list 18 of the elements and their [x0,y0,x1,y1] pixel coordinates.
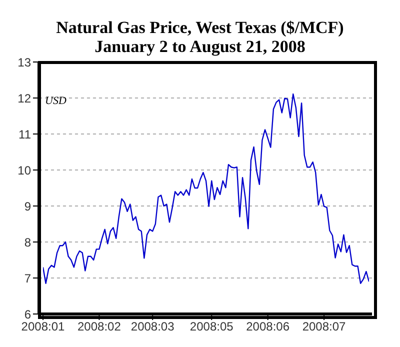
line-series [43,93,369,284]
x-tick-label: 2008:01 [21,320,66,334]
x-tick-label: 2008:03 [130,320,175,334]
y-tick-label: 12 [18,91,32,106]
chart-subtitle: January 2 to August 21, 2008 [94,37,306,56]
y-axis-title: USD [45,95,66,107]
y-tick-label: 6 [24,307,32,322]
x-tick-label: 2008:05 [190,320,234,334]
y-tick-label: 11 [18,127,32,142]
y-tick-label: 7 [24,271,32,286]
y-tick-label: 8 [24,235,32,250]
y-tick-label: 13 [18,55,32,70]
x-tick-label: 2008:07 [302,320,346,334]
y-tick-label: 9 [24,199,32,214]
x-tick-label: 2008:06 [246,320,290,334]
y-tick-label: 10 [18,163,32,178]
chart-title: Natural Gas Price, West Texas ($/MCF) [55,18,345,37]
x-tick-label: 2008:02 [78,320,122,334]
